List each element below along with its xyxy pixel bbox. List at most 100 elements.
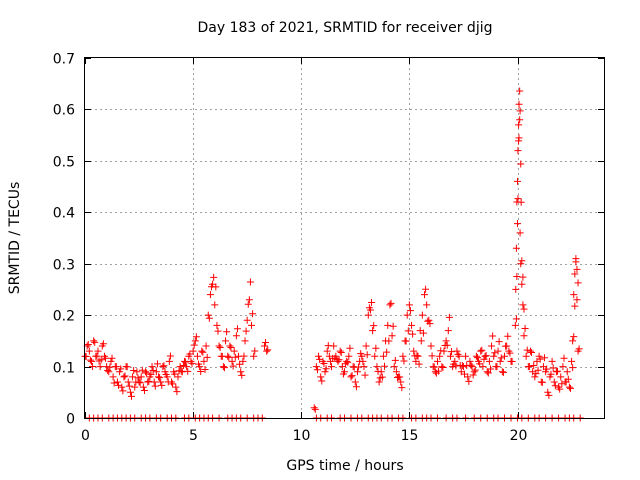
- data-point: [360, 363, 368, 371]
- data-point: [229, 362, 237, 370]
- data-point: [452, 362, 460, 370]
- data-point: [94, 347, 102, 355]
- data-point: [213, 321, 221, 329]
- data-point: [470, 368, 478, 376]
- data-point: [415, 360, 423, 368]
- data-point: [312, 363, 320, 371]
- data-point: [464, 373, 472, 381]
- data-point: [396, 373, 404, 381]
- data-point: [471, 366, 479, 374]
- data-point: [520, 332, 528, 340]
- x-tick-label: 10: [293, 428, 311, 444]
- data-point: [129, 373, 137, 381]
- data-point: [568, 357, 576, 365]
- data-point: [182, 358, 190, 366]
- data-point: [216, 344, 224, 352]
- data-point: [124, 378, 132, 386]
- data-point: [545, 391, 553, 399]
- data-point: [478, 346, 486, 354]
- data-point: [465, 377, 473, 385]
- data-point: [538, 378, 546, 386]
- data-point: [399, 352, 407, 360]
- data-point: [512, 244, 520, 252]
- data-point: [378, 373, 386, 381]
- data-point: [121, 372, 129, 380]
- data-point: [494, 347, 502, 355]
- data-point: [328, 363, 336, 371]
- data-point: [138, 366, 146, 374]
- x-axis-label: GPS time / hours: [286, 458, 403, 474]
- data-point: [263, 347, 271, 355]
- data-point: [318, 377, 326, 385]
- data-point: [188, 359, 196, 367]
- data-point: [433, 357, 441, 365]
- data-point: [85, 347, 93, 355]
- x-tick-label: 5: [189, 428, 198, 444]
- grid-lines: [85, 58, 604, 418]
- data-point: [197, 368, 205, 376]
- data-markers: [81, 87, 584, 422]
- data-point: [107, 357, 115, 365]
- data-point: [523, 346, 531, 354]
- data-point: [525, 363, 533, 371]
- data-point: [334, 357, 342, 365]
- data-point: [246, 278, 254, 286]
- data-point: [386, 301, 394, 309]
- data-point: [488, 342, 496, 350]
- data-point: [486, 365, 494, 373]
- data-point: [320, 360, 328, 368]
- data-point: [321, 368, 329, 376]
- data-point: [93, 352, 101, 360]
- data-point: [237, 368, 245, 376]
- data-point: [508, 357, 516, 365]
- data-point: [227, 344, 235, 352]
- data-point: [200, 357, 208, 365]
- data-point: [228, 357, 236, 365]
- data-point: [506, 349, 514, 357]
- data-point: [479, 363, 487, 371]
- data-point: [504, 332, 512, 340]
- data-point: [409, 330, 417, 338]
- data-point: [387, 299, 395, 307]
- data-point: [332, 352, 340, 360]
- data-point: [137, 373, 145, 381]
- data-point: [145, 377, 153, 385]
- data-point: [117, 365, 125, 373]
- data-point: [446, 352, 454, 360]
- y-tick-label: 0.5: [53, 155, 75, 171]
- data-point: [388, 332, 396, 340]
- data-point: [514, 220, 521, 228]
- data-point: [421, 291, 429, 299]
- data-point: [518, 257, 526, 265]
- data-point: [573, 296, 581, 304]
- data-point: [100, 352, 108, 360]
- data-point: [385, 337, 393, 345]
- data-point: [519, 273, 527, 281]
- data-point: [570, 291, 578, 299]
- data-point: [544, 388, 552, 396]
- data-point: [245, 296, 253, 304]
- data-point: [191, 337, 199, 345]
- data-point: [133, 368, 141, 376]
- data-point: [549, 364, 557, 372]
- data-point: [110, 379, 118, 387]
- data-point: [418, 311, 426, 319]
- data-point: [180, 357, 188, 365]
- data-point: [238, 371, 246, 379]
- data-point: [184, 367, 192, 375]
- data-point: [96, 363, 104, 371]
- data-point: [497, 354, 505, 362]
- data-point: [559, 363, 567, 371]
- data-point: [512, 315, 520, 323]
- data-point: [375, 378, 383, 386]
- data-point: [454, 350, 462, 358]
- data-point: [520, 305, 528, 313]
- data-point: [468, 363, 476, 371]
- data-point: [106, 363, 114, 371]
- data-point: [384, 321, 392, 329]
- data-point: [127, 392, 135, 400]
- data-point: [159, 363, 167, 371]
- data-point: [557, 373, 565, 381]
- y-tick-label: 0.7: [53, 52, 75, 68]
- data-point: [203, 353, 211, 361]
